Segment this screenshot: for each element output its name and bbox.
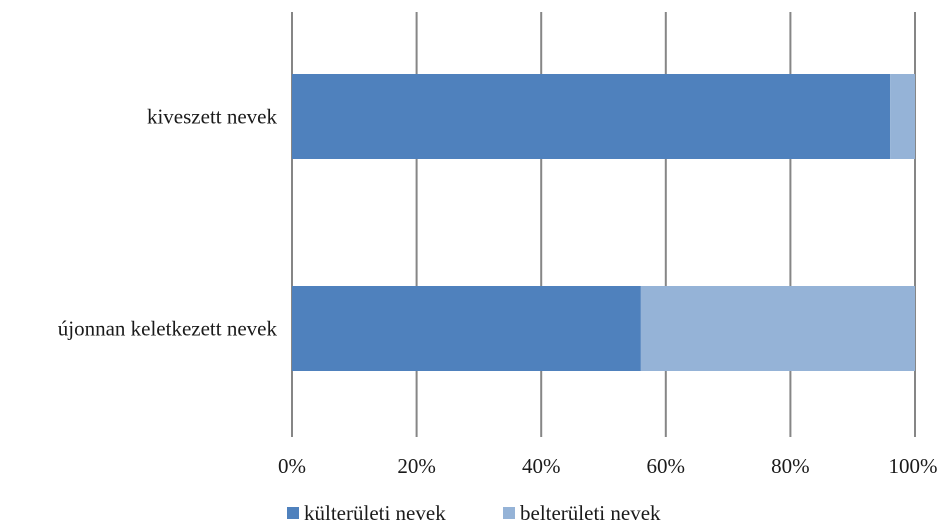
tick-label-0: 0% (278, 454, 306, 478)
category-label-kiveszett-nevek: kiveszett nevek (147, 105, 278, 129)
legend-swatch-kulteruleti-nevek (287, 507, 299, 519)
tick-label-40: 40% (522, 454, 561, 478)
bar-ujonnan-keletkezett-nevek-belteruleti-nevek (640, 286, 915, 371)
legend-label-kulteruleti-nevek: külterületi nevek (304, 501, 446, 525)
tick-label-100: 100% (889, 454, 938, 478)
bar-kiveszett-nevek-belteruleti-nevek (890, 74, 915, 159)
category-label-ujonnan-keletkezett-nevek: újonnan keletkezett nevek (58, 317, 278, 341)
tick-label-20: 20% (397, 454, 436, 478)
tick-label-80: 80% (771, 454, 810, 478)
bars (292, 74, 915, 371)
legend-swatch-belteruleti-nevek (503, 507, 515, 519)
x-axis-tick-labels: 0% 20% 40% 60% 80% 100% (278, 454, 938, 478)
legend: külterületi nevek belterületi nevek (287, 501, 661, 525)
category-labels: kiveszett nevek újonnan keletkezett nevek (58, 105, 278, 341)
bar-ujonnan-keletkezett-nevek-kulteruleti-nevek (292, 286, 641, 371)
tick-label-60: 60% (647, 454, 686, 478)
legend-label-belteruleti-nevek: belterületi nevek (520, 501, 661, 525)
bar-kiveszett-nevek-kulteruleti-nevek (292, 74, 891, 159)
